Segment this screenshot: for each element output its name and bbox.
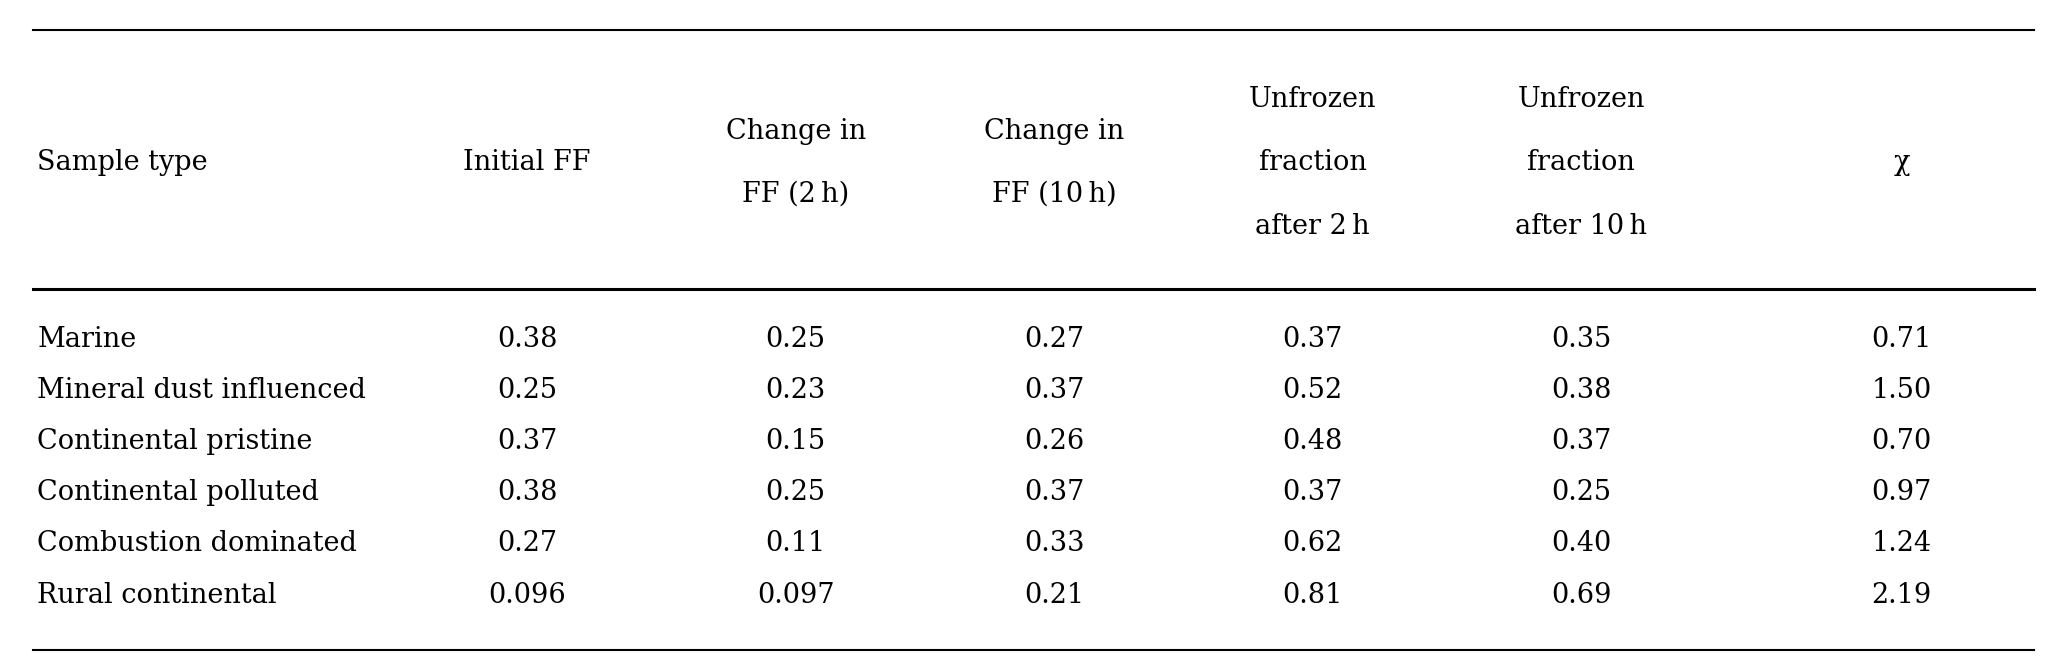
Text: fraction: fraction bbox=[1528, 150, 1635, 176]
Text: 0.096: 0.096 bbox=[488, 582, 566, 608]
Text: Initial FF: Initial FF bbox=[463, 150, 591, 176]
Text: 0.097: 0.097 bbox=[757, 582, 835, 608]
Text: 1.24: 1.24 bbox=[1871, 531, 1933, 557]
Text: χ: χ bbox=[1893, 150, 1910, 176]
Text: Unfrozen: Unfrozen bbox=[1517, 86, 1645, 113]
Text: 0.38: 0.38 bbox=[496, 326, 558, 352]
Text: 0.69: 0.69 bbox=[1550, 582, 1612, 608]
Text: 0.25: 0.25 bbox=[765, 479, 827, 506]
Text: Unfrozen: Unfrozen bbox=[1248, 86, 1377, 113]
Text: 0.38: 0.38 bbox=[1550, 377, 1612, 404]
Text: Sample type: Sample type bbox=[37, 150, 209, 176]
Text: 0.23: 0.23 bbox=[765, 377, 827, 404]
Text: 0.21: 0.21 bbox=[1023, 582, 1085, 608]
Text: fraction: fraction bbox=[1259, 150, 1366, 176]
Text: Mineral dust influenced: Mineral dust influenced bbox=[37, 377, 366, 404]
Text: 0.11: 0.11 bbox=[765, 531, 827, 557]
Text: Rural continental: Rural continental bbox=[37, 582, 277, 608]
Text: 0.38: 0.38 bbox=[496, 479, 558, 506]
Text: 0.52: 0.52 bbox=[1282, 377, 1344, 404]
Text: 0.37: 0.37 bbox=[1023, 479, 1085, 506]
Text: FF (10 h): FF (10 h) bbox=[992, 181, 1116, 208]
Text: Combustion dominated: Combustion dominated bbox=[37, 531, 358, 557]
Text: 0.62: 0.62 bbox=[1282, 531, 1344, 557]
Text: 0.81: 0.81 bbox=[1282, 582, 1344, 608]
Text: 2.19: 2.19 bbox=[1871, 582, 1933, 608]
Text: FF (2 h): FF (2 h) bbox=[742, 181, 850, 208]
Text: Continental polluted: Continental polluted bbox=[37, 479, 318, 506]
Text: 0.37: 0.37 bbox=[1023, 377, 1085, 404]
Text: 0.35: 0.35 bbox=[1550, 326, 1612, 352]
Text: Change in: Change in bbox=[726, 118, 866, 145]
Text: Marine: Marine bbox=[37, 326, 136, 352]
Text: 0.37: 0.37 bbox=[496, 428, 558, 455]
Text: 0.37: 0.37 bbox=[1282, 479, 1344, 506]
Text: 0.37: 0.37 bbox=[1282, 326, 1344, 352]
Text: Continental pristine: Continental pristine bbox=[37, 428, 312, 455]
Text: 0.70: 0.70 bbox=[1871, 428, 1933, 455]
Text: 1.50: 1.50 bbox=[1871, 377, 1933, 404]
Text: 0.25: 0.25 bbox=[496, 377, 558, 404]
Text: 0.25: 0.25 bbox=[1550, 479, 1612, 506]
Text: 0.15: 0.15 bbox=[765, 428, 827, 455]
Text: 0.26: 0.26 bbox=[1023, 428, 1085, 455]
Text: 0.37: 0.37 bbox=[1550, 428, 1612, 455]
Text: 0.48: 0.48 bbox=[1282, 428, 1344, 455]
Text: Change in: Change in bbox=[984, 118, 1124, 145]
Text: 0.27: 0.27 bbox=[496, 531, 558, 557]
Text: 0.71: 0.71 bbox=[1871, 326, 1933, 352]
Text: 0.27: 0.27 bbox=[1023, 326, 1085, 352]
Text: after 2 h: after 2 h bbox=[1255, 213, 1370, 239]
Text: 0.97: 0.97 bbox=[1871, 479, 1933, 506]
Text: after 10 h: after 10 h bbox=[1515, 213, 1647, 239]
Text: 0.40: 0.40 bbox=[1550, 531, 1612, 557]
Text: 0.33: 0.33 bbox=[1023, 531, 1085, 557]
Text: 0.25: 0.25 bbox=[765, 326, 827, 352]
